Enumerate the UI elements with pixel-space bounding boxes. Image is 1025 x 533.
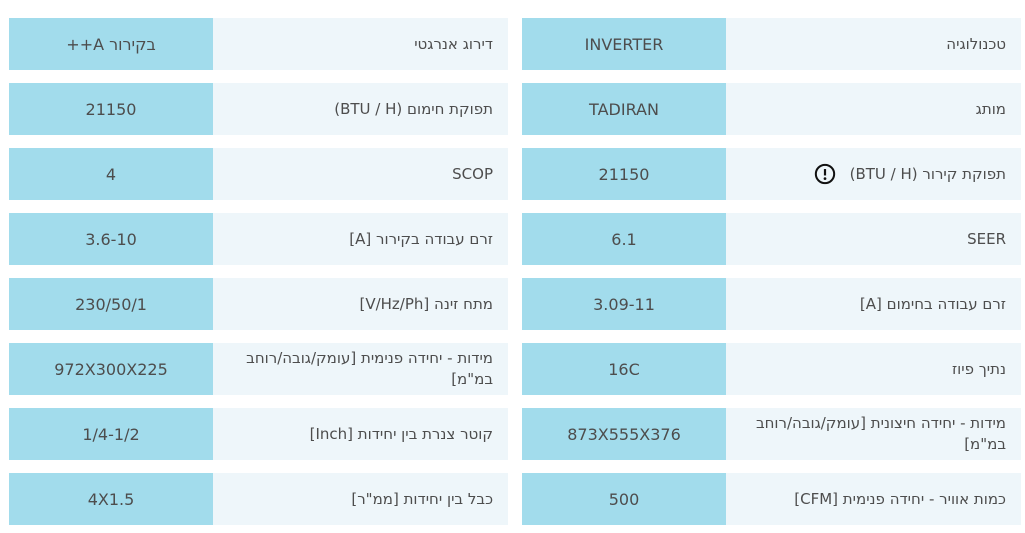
spec-value: 4X1.5 [9,473,213,525]
spec-label-cell: דירוג אנרגטי [213,18,508,70]
spec-value: 6.1 [522,213,726,265]
spec-label: מידות - יחידה חיצונית [עומק/גובה/רוחב במ… [755,414,1006,453]
spec-label-cell: מידות - יחידה פנימית [עומק/גובה/רוחב במ"… [213,343,508,395]
spec-label: זרם עבודה בחימום [A] [859,294,1006,313]
spec-label-cell: SEER [726,213,1021,265]
spec-row-brand: מותג TADIRAN [522,83,1021,135]
spec-label: נתיך פיוז [951,359,1006,378]
spec-row-pipe-diameter: קוטר צנרת בין יחידות [Inch] 1/4-1/2 [9,408,508,460]
spec-row-cooling-current: זרם עבודה בקירור [A] 3.6-10 [9,213,508,265]
info-icon[interactable] [814,163,836,185]
spec-label-cell: זרם עבודה בחימום [A] [726,278,1021,330]
spec-value: 21150 [9,83,213,135]
spec-row-power-supply: מתח זינה [V/Hz/Ph] 230/50/1 [9,278,508,330]
spec-label-cell: מתח זינה [V/Hz/Ph] [213,278,508,330]
spec-label: דירוג אנרגטי [414,34,493,53]
spec-value: 873X555X376 [522,408,726,460]
spec-row-scop: SCOP 4 [9,148,508,200]
spec-label: מותג [975,99,1006,118]
spec-row-technology: טכנולוגיה INVERTER [522,18,1021,70]
spec-row-indoor-dimensions: מידות - יחידה פנימית [עומק/גובה/רוחב במ"… [9,343,508,395]
spec-label: SEER [967,229,1006,248]
spec-value: 3.09-11 [522,278,726,330]
spec-label-cell: כבל בין יחידות [ממ"ר] [213,473,508,525]
spec-row-airflow: כמות אוויר - יחידה פנימית [CFM] 500 [522,473,1021,525]
spec-value: 230/50/1 [9,278,213,330]
spec-label: מידות - יחידה פנימית [עומק/גובה/רוחב במ"… [246,349,493,388]
spec-row-energy-rating: דירוג אנרגטי בקירור A++ [9,18,508,70]
spec-value: 500 [522,473,726,525]
spec-value: 972X300X225 [9,343,213,395]
spec-label-cell: מותג [726,83,1021,135]
spec-value: TADIRAN [522,83,726,135]
spec-label: טכנולוגיה [946,34,1006,53]
spec-column-left: דירוג אנרגטי בקירור A++ תפוקת חימום (BTU… [9,18,508,525]
spec-label: כבל בין יחידות [ממ"ר] [351,489,493,508]
spec-label: כמות אוויר - יחידה פנימית [CFM] [794,489,1006,508]
spec-label-cell: כמות אוויר - יחידה פנימית [CFM] [726,473,1021,525]
spec-label: מתח זינה [V/Hz/Ph] [359,294,493,313]
spec-label-cell: זרם עבודה בקירור [A] [213,213,508,265]
spec-label-cell: SCOP [213,148,508,200]
spec-row-heating-capacity: תפוקת חימום (BTU / H) 21150 [9,83,508,135]
spec-label: תפוקת חימום (BTU / H) [334,99,493,118]
spec-label-cell: טכנולוגיה [726,18,1021,70]
spec-label: SCOP [452,164,493,183]
spec-label-cell: נתיך פיוז [726,343,1021,395]
spec-value: 1/4-1/2 [9,408,213,460]
spec-label-cell: קוטר צנרת בין יחידות [Inch] [213,408,508,460]
spec-value: 21150 [522,148,726,200]
spec-label-cell: תפוקת חימום (BTU / H) [213,83,508,135]
spec-value: בקירור A++ [9,18,213,70]
spec-label: תפוקת קירור (BTU / H) [849,164,1006,183]
spec-row-seer: SEER 6.1 [522,213,1021,265]
spec-value: INVERTER [522,18,726,70]
spec-row-heating-current: זרם עבודה בחימום [A] 3.09-11 [522,278,1021,330]
spec-column-right: טכנולוגיה INVERTER מותג TADIRAN תפוקת קי… [522,18,1021,525]
spec-value: 16C [522,343,726,395]
spec-row-cooling-capacity: תפוקת קירור (BTU / H) 21150 [522,148,1021,200]
spec-label-cell: מידות - יחידה חיצונית [עומק/גובה/רוחב במ… [726,408,1021,460]
spec-label: קוטר צנרת בין יחידות [Inch] [309,424,493,443]
spec-row-cable: כבל בין יחידות [ממ"ר] 4X1.5 [9,473,508,525]
spec-label-cell: תפוקת קירור (BTU / H) [726,148,1021,200]
spec-row-fuse: נתיך פיוז 16C [522,343,1021,395]
spec-label: זרם עבודה בקירור [A] [349,229,493,248]
spec-value: 4 [9,148,213,200]
spec-value: 3.6-10 [9,213,213,265]
spec-row-outdoor-dimensions: מידות - יחידה חיצונית [עומק/גובה/רוחב במ… [522,408,1021,460]
